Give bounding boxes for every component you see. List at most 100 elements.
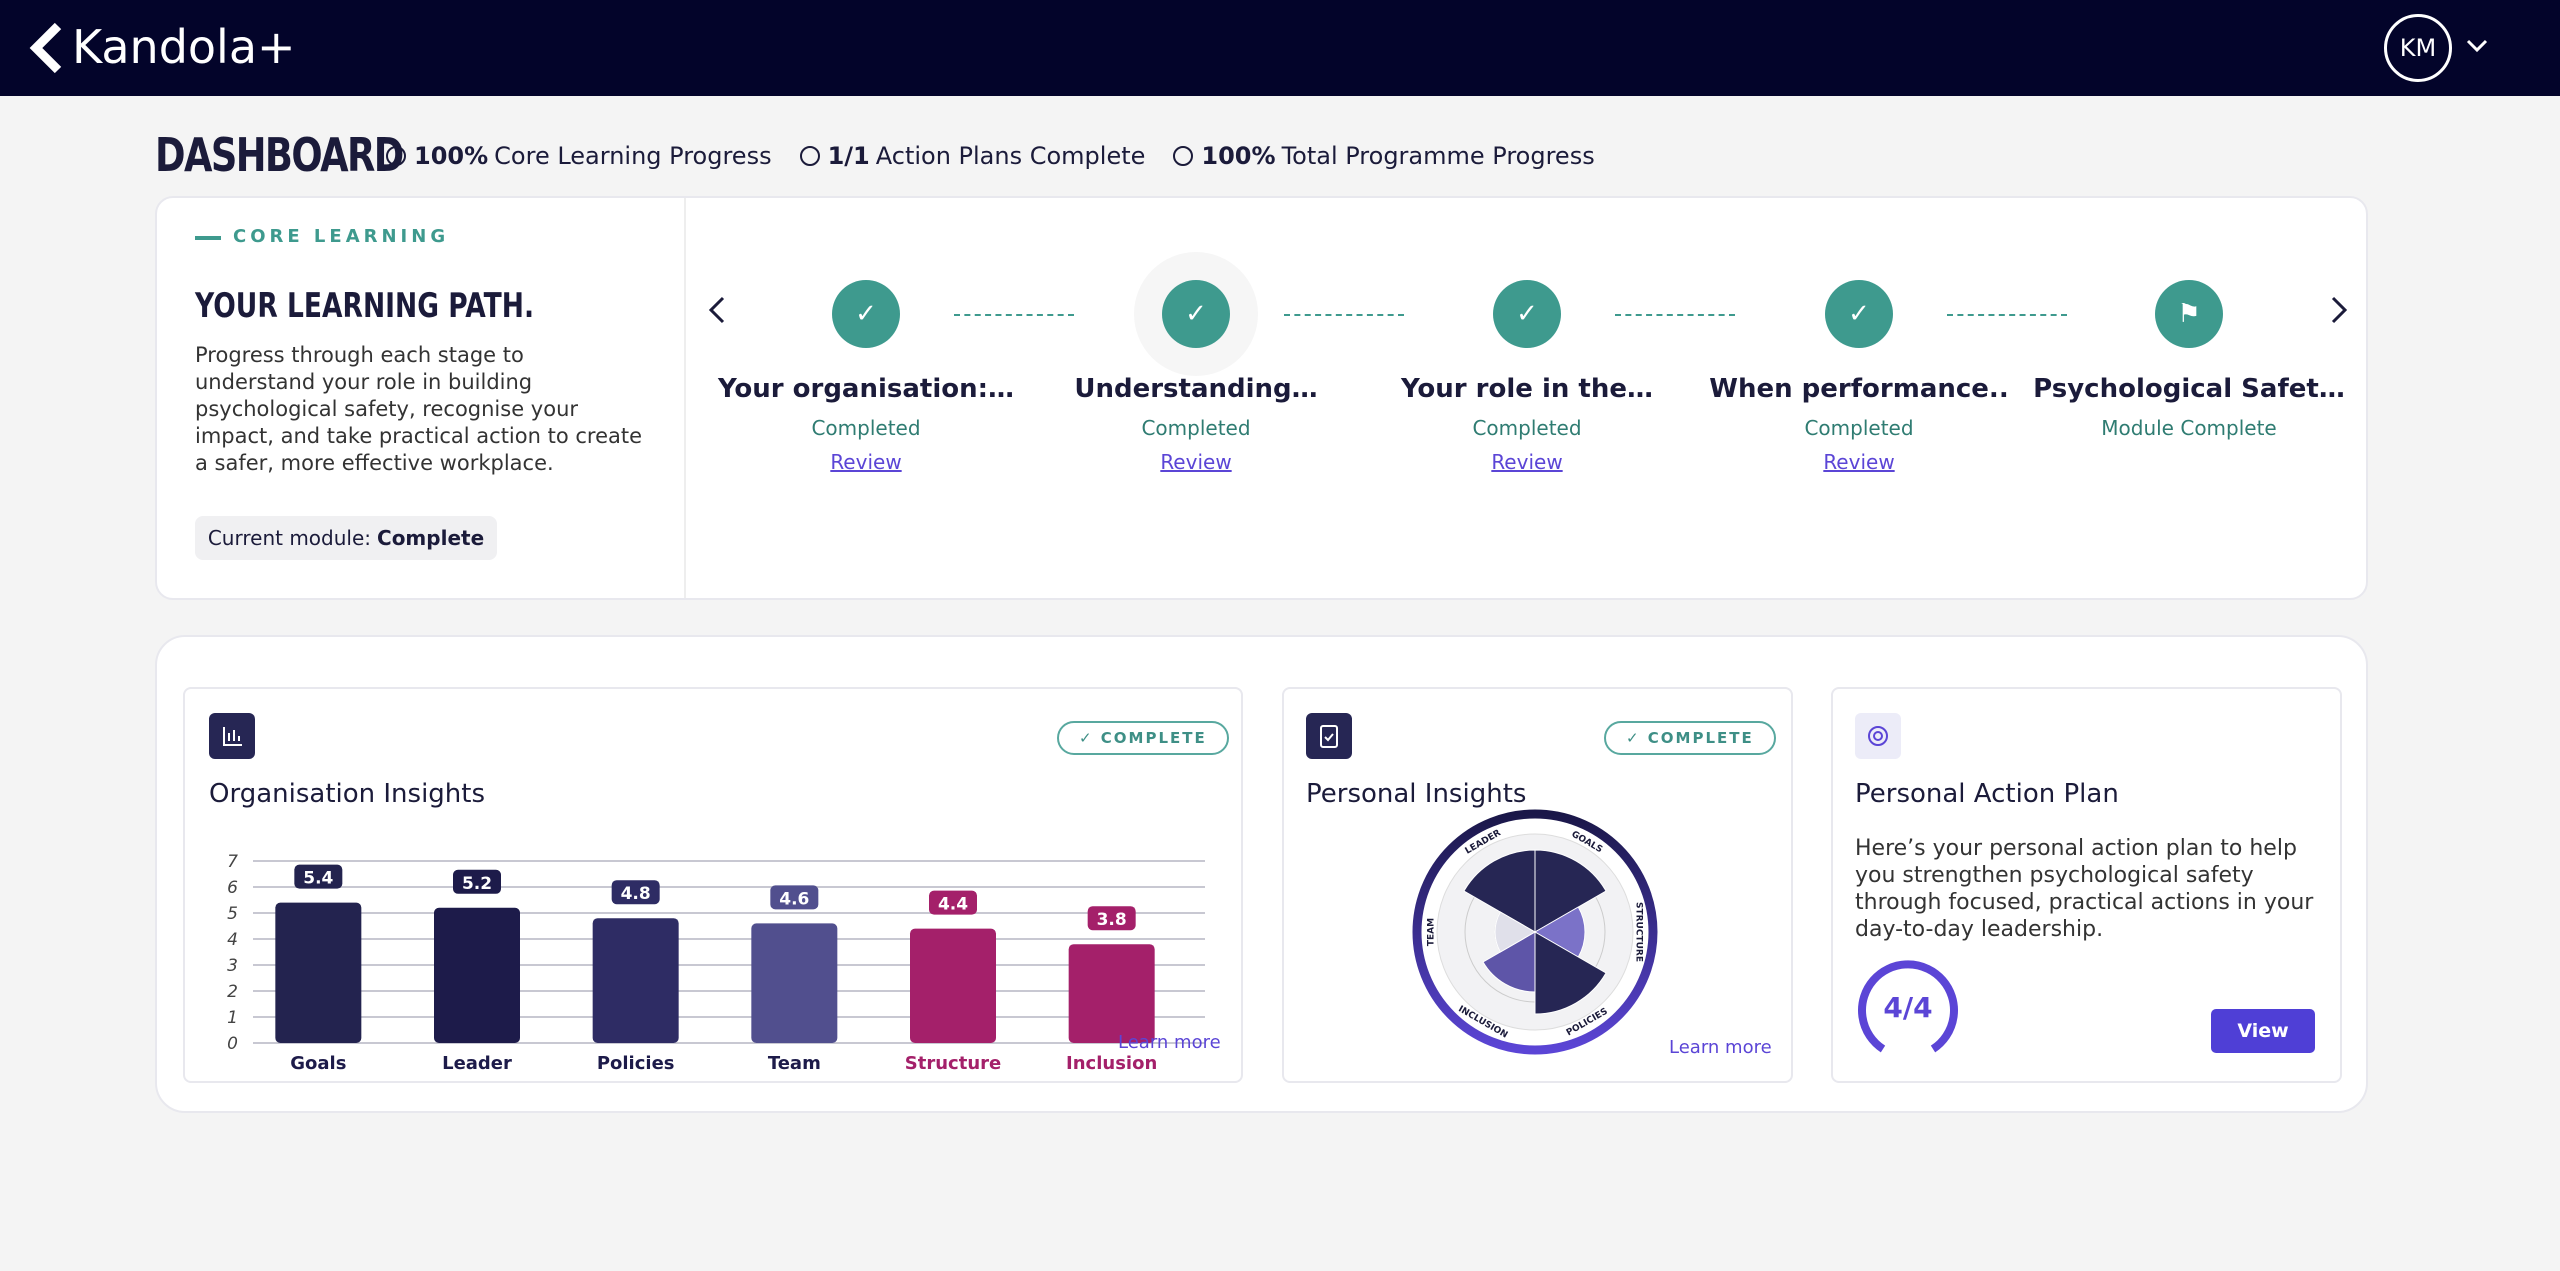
segment [1534,906,1586,958]
stat: 100% Total Programme Progress [1171,142,1595,170]
prev-arrow[interactable] [705,294,729,326]
card-title: Personal Insights [1306,779,1527,809]
badge: ✓ COMPLETE [1057,721,1229,755]
stat-label: Core Learning Progress [494,142,772,170]
value-pill [453,869,501,894]
step-title: Understanding… [1074,374,1318,404]
stat-icon [1173,146,1194,166]
review-link[interactable]: Review [1491,450,1563,474]
y-tick-label: 6 [227,878,238,898]
value-pill [611,880,660,905]
learn-more[interactable]: Learn more [1669,1037,1772,1058]
description: Progress through each stage to understan… [195,343,643,475]
stat-value: 100% [414,142,489,170]
stat-value: 100% [1201,142,1276,170]
icon-shape [386,146,406,166]
icon [1306,713,1352,759]
step-title: Your organisation:… [717,374,1015,404]
badge-text: COMPLETE [1100,729,1207,747]
stat-icon [799,146,820,166]
avatar[interactable]: KM [2384,14,2452,82]
x-tick-label: Leader [442,1053,512,1074]
y-tick-label: 7 [227,852,238,872]
connector [954,314,1074,316]
step-icon: ✓ [1493,280,1561,348]
polar-chart: LEADER GOALSSTRUCTUREPOLICIESINCLUSIONTEA… [1412,809,1658,1055]
x-tick-label: Goals [290,1053,346,1074]
connector [1947,314,2067,316]
back-icon[interactable] [28,22,68,74]
icon-shape [799,146,820,166]
stat-value: 1/1 [827,142,870,170]
chevron[interactable] [2466,38,2488,54]
segment [1482,931,1536,993]
value-label: 4.6 [779,889,809,909]
bar [592,918,679,1043]
y-tick-label: 0 [227,1034,238,1054]
eyebrow: CORE LEARNING [233,226,450,247]
value-pill [1087,906,1136,931]
value-pill [929,890,977,915]
card-title: Organisation Insights [209,779,486,809]
value-label: 3.8 [1097,910,1127,930]
stat-icon [386,146,406,166]
top-bar: Kandola+ KM [0,0,2560,96]
badge: ✓ COMPLETE [1604,721,1776,755]
bar [434,907,520,1043]
stat: 100% Core Learning Progress [384,142,772,170]
card-title: Personal Action Plan [1855,779,2119,809]
segment-label: STRUCTURE [1634,902,1644,962]
y-tick-label: 2 [227,982,238,1002]
step-status: Completed [1141,416,1251,440]
segment-label: TEAM [1427,918,1437,946]
current-module: Current module: Complete [195,516,497,560]
step-icon: ✓ [832,280,900,348]
step-icon: ✓ [1162,280,1230,348]
y-tick-label: 1 [227,1008,238,1028]
progress: 4/4 [1883,991,1933,1024]
action-plan-card: Personal Action Plan Here’s your persona… [1831,687,2342,1083]
value-pill [770,885,819,910]
step-status: Completed [811,416,921,440]
segment [1534,849,1607,933]
next-arrow[interactable] [2327,294,2351,326]
icon [1855,713,1901,759]
value-label: 4.4 [938,895,968,915]
connector [1615,314,1735,316]
review-link[interactable]: Review [830,450,902,474]
segment [1463,849,1536,933]
progress-ring [1858,960,1958,1053]
step-status: Completed [1804,416,1914,440]
review-link[interactable]: Review [1823,450,1895,474]
value-label: 4.8 [621,884,651,904]
step-status: Completed [1472,416,1582,440]
step-title: When performance.. [1709,374,2009,404]
badge-text: COMPLETE [1647,729,1754,747]
y-tick-label: 5 [227,904,238,924]
review-link[interactable]: Review [1160,450,1232,474]
value-label: 5.4 [303,869,333,889]
icon [209,713,255,759]
x-tick-label: Team [768,1053,821,1074]
segment [1494,911,1536,953]
step-icon: ⚑ [2155,280,2223,348]
stat: 1/1 Action Plans Complete [798,142,1146,170]
stat-label: Action Plans Complete [875,142,1146,170]
logo[interactable]: Kandola+ [72,20,296,74]
step-icon: ✓ [1825,280,1893,348]
page-title: DASHBOARD [155,128,404,182]
learn-more[interactable]: Learn more [1118,1032,1221,1053]
value-label: 5.2 [462,874,492,894]
bar [1068,944,1155,1043]
step-title: Psychological Safet… [2033,374,2345,404]
bar [751,923,838,1043]
segment [1534,931,1607,1015]
y-tick-label: 3 [227,956,238,976]
core-learning-card: CORE LEARNING YOUR LEARNING PATH. Progre… [155,196,2368,600]
view-button[interactable]: View [2211,1009,2315,1053]
icon-shape [1173,146,1194,166]
stat-label: Total Programme Progress [1281,142,1595,170]
bar [910,928,996,1043]
